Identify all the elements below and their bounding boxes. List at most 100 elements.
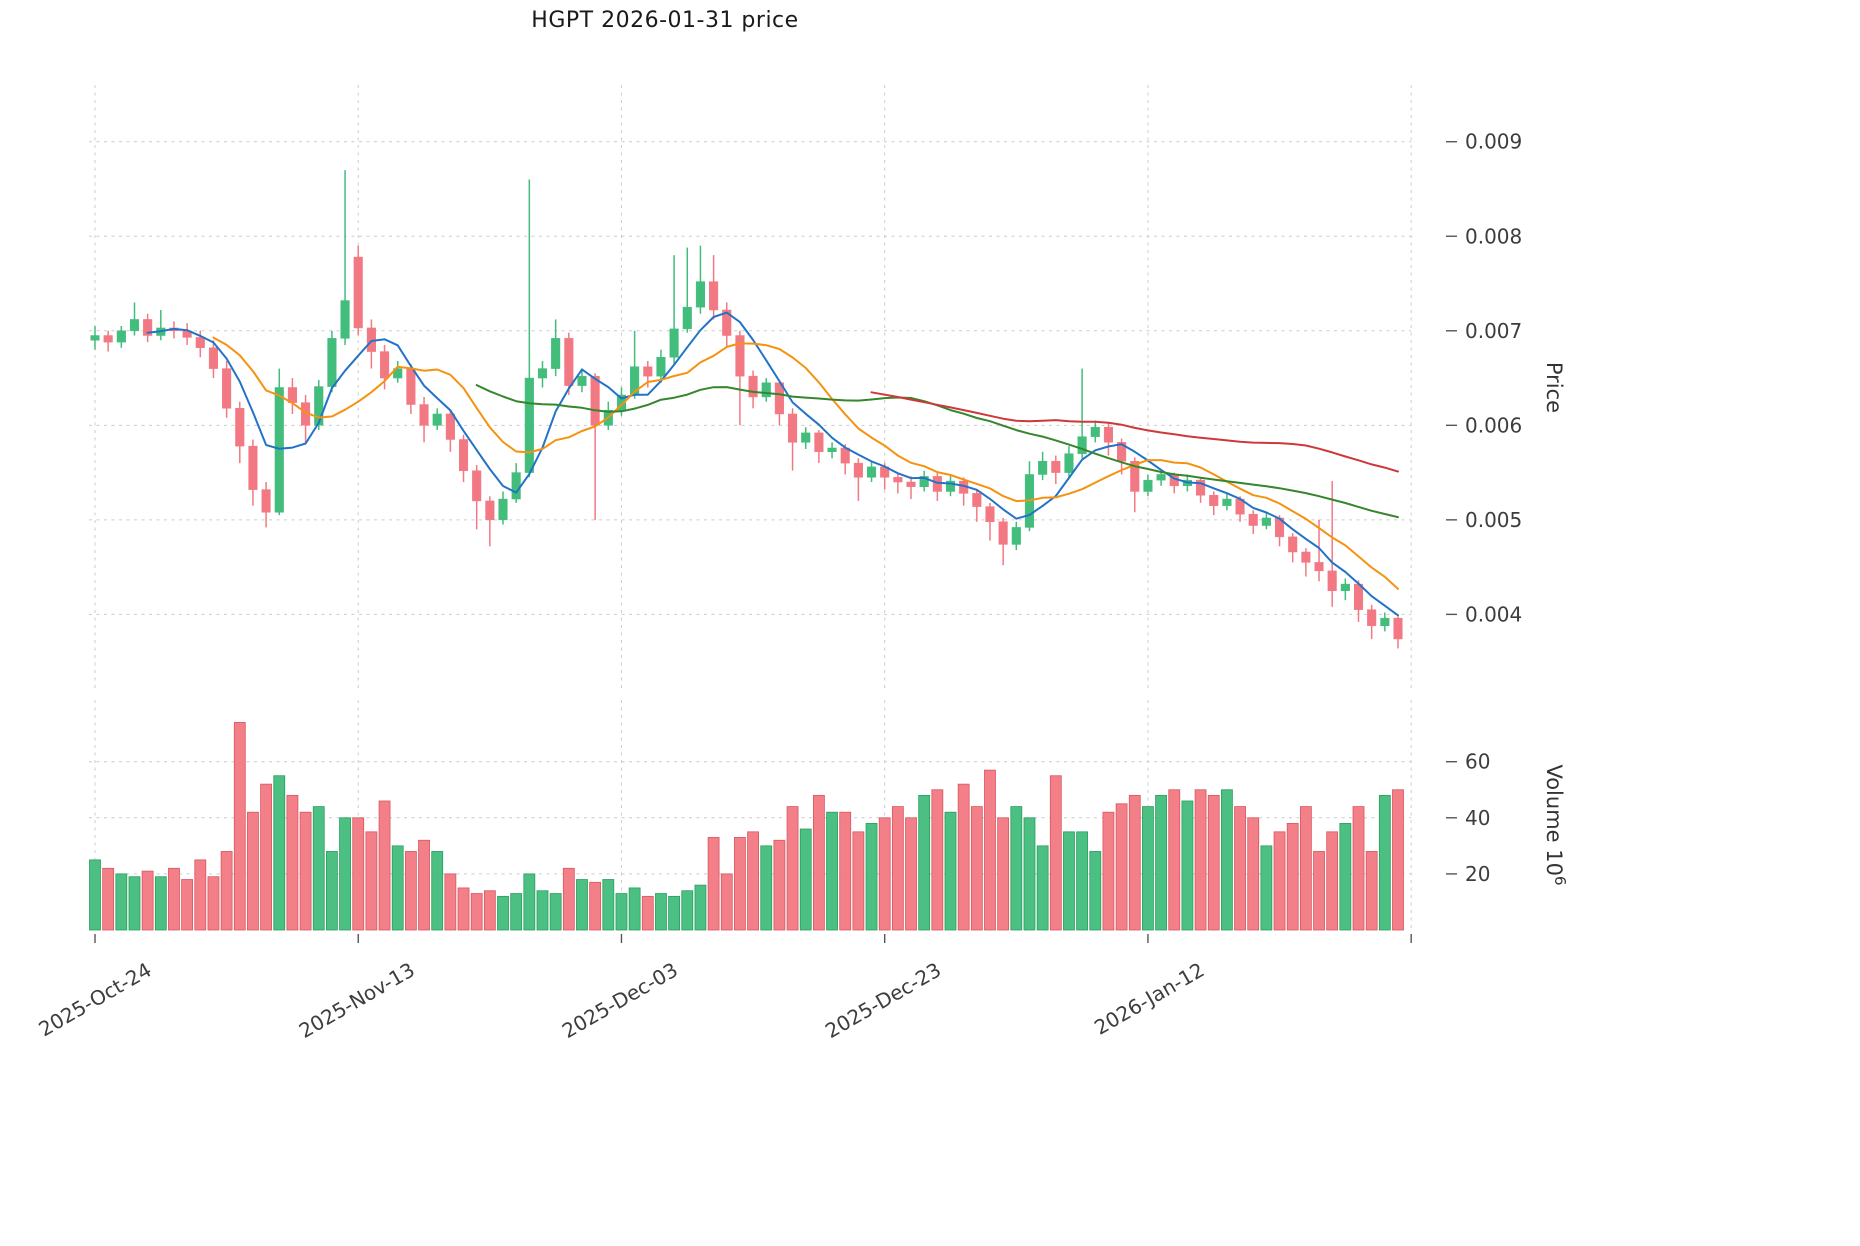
volume-bar: [576, 879, 588, 931]
candle-body: [472, 470, 482, 502]
candle-body: [1130, 460, 1140, 492]
volume-bar: [720, 873, 733, 931]
volume-bar: [957, 783, 970, 931]
candle-body: [524, 377, 534, 473]
candle-body: [432, 413, 442, 426]
candle-body: [1353, 583, 1364, 610]
volume-bar: [1313, 851, 1325, 931]
volume-bar: [1102, 811, 1115, 931]
candle-body: [222, 368, 232, 409]
candle-body: [143, 319, 153, 336]
candle-body: [893, 477, 903, 483]
volume-bar: [694, 884, 707, 931]
candle-body: [1143, 479, 1153, 492]
candle-body: [406, 368, 416, 405]
candle-body: [261, 489, 271, 513]
volume-bar: [865, 823, 878, 931]
volume-bar: [1286, 823, 1299, 931]
candle-body: [195, 337, 205, 349]
ma-line-5: [146, 311, 1399, 617]
candle-body: [1051, 460, 1061, 473]
candle-body: [380, 351, 390, 379]
candle-body: [1261, 517, 1271, 526]
candle-body: [1288, 536, 1298, 553]
volume-bar: [1089, 851, 1102, 931]
candle-body: [577, 375, 587, 386]
volume-bar: [1339, 823, 1352, 931]
volume-bar: [773, 839, 786, 931]
candle-body: [1367, 609, 1377, 626]
volume-bar: [391, 845, 404, 931]
volume-bar: [1352, 806, 1365, 931]
candle-body: [1209, 495, 1219, 506]
volume-bar: [707, 837, 720, 931]
x-tick-label: 2026-Jan-12: [1090, 958, 1208, 1040]
candle-body: [235, 408, 245, 447]
volume-bar: [260, 783, 273, 931]
volume-bar: [1220, 789, 1233, 931]
candle-body: [985, 506, 995, 522]
volume-bar: [1326, 831, 1339, 931]
volume-bar: [1365, 851, 1378, 931]
price-tick-label: 0.009: [1465, 130, 1522, 154]
volume-bar: [1155, 794, 1167, 931]
volume-bar: [1181, 800, 1194, 931]
volume-bar: [444, 873, 457, 931]
price-tick-label: 0.008: [1465, 224, 1522, 248]
volume-bar: [734, 837, 746, 931]
volume-tick-label: 20: [1465, 862, 1490, 886]
candle-body: [866, 466, 877, 478]
candle-body: [1090, 426, 1100, 437]
volume-bar: [536, 890, 549, 931]
candle-body: [695, 281, 705, 308]
volume-bar: [1299, 806, 1312, 931]
volume-bar: [641, 895, 654, 931]
volume-bar: [1260, 845, 1273, 931]
candle-body: [998, 521, 1008, 545]
candle-body: [445, 413, 455, 440]
candle-body: [458, 439, 469, 471]
volume-bar: [918, 794, 931, 931]
candle-body: [972, 493, 982, 507]
volume-bar: [970, 806, 983, 931]
volume-bar: [431, 851, 444, 931]
volume-bar: [799, 828, 812, 931]
volume-bar: [1076, 831, 1089, 931]
volume-bar: [602, 879, 615, 931]
volume-bar: [1273, 831, 1286, 931]
volume-tick-label: 40: [1465, 806, 1490, 830]
volume-bar: [1247, 817, 1260, 931]
volume-bar: [483, 890, 496, 931]
volume-tick-label: 60: [1465, 750, 1490, 774]
volume-bar: [497, 895, 509, 931]
volume-bar: [247, 811, 259, 931]
volume-bar: [233, 722, 246, 931]
volume-bar: [655, 893, 667, 931]
price-tick-label: 0.004: [1465, 602, 1522, 626]
price-tick-label: 0.005: [1465, 508, 1522, 532]
candle-body: [1393, 617, 1403, 640]
price-tick-label: 0.007: [1465, 319, 1522, 343]
volume-bar: [89, 859, 101, 931]
candle-body: [1301, 551, 1311, 563]
candle-body: [274, 387, 284, 513]
candle-body: [1314, 562, 1324, 572]
candle-body: [1380, 617, 1390, 626]
x-tick-label: 2025-Dec-03: [558, 958, 682, 1044]
candle-body: [1117, 442, 1127, 462]
chart-title: HGPT 2026-01-31 price: [531, 8, 799, 33]
volume-bar: [1049, 775, 1062, 931]
volume-bar: [168, 867, 180, 931]
candle-body: [327, 338, 337, 387]
candles: [90, 170, 1403, 649]
volume-bar: [1168, 789, 1181, 931]
candle-body: [906, 481, 916, 488]
volume-bar: [944, 811, 957, 931]
candle-body: [919, 476, 929, 488]
candle-body: [709, 281, 719, 311]
volume-bar: [747, 831, 759, 931]
volume-bar: [286, 794, 299, 931]
volume-bar: [839, 811, 852, 931]
